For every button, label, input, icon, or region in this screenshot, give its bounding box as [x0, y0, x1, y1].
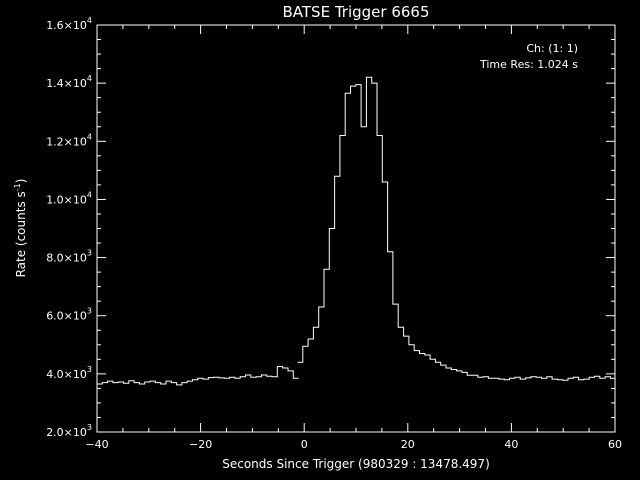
light-curve-segment [97, 366, 299, 386]
x-tick-label: −20 [189, 438, 212, 451]
y-tick-label: 1.6×104 [46, 16, 92, 32]
y-tick-label: 1.2×104 [46, 132, 92, 148]
y-tick-label: 6.0×103 [46, 307, 92, 323]
light-curve-series [97, 76, 615, 386]
y-tick-label: 1.0×104 [46, 190, 92, 206]
y-tick-label: 8.0×103 [46, 249, 92, 265]
y-axis: 2.0×103 4.0×103 6.0×103 8.0×103 1.0×104 1.2×1… [46, 16, 615, 439]
light-curve-segment [297, 76, 615, 381]
time-resolution-annotation: Time Res: 1.024 s [479, 58, 578, 71]
y-tick-label: 4.0×103 [46, 365, 92, 381]
x-tick-label: 60 [608, 438, 622, 451]
channel-annotation: Ch: (1: 1) [526, 42, 578, 55]
x-tick-label: 40 [504, 438, 518, 451]
y-tick-label: 1.4×104 [46, 74, 92, 90]
x-axis-label: Seconds Since Trigger (980329 : 13478.49… [222, 457, 490, 471]
chart-title: BATSE Trigger 6665 [283, 3, 430, 21]
y-tick-label: 2.0×103 [46, 423, 92, 439]
x-tick-label: −40 [85, 438, 108, 451]
x-tick-label: 0 [301, 438, 308, 451]
x-axis: −40 −20 0 20 40 60 [85, 25, 622, 451]
x-tick-label: 20 [401, 438, 415, 451]
y-axis-label: Rate (counts s-1) [13, 179, 28, 278]
